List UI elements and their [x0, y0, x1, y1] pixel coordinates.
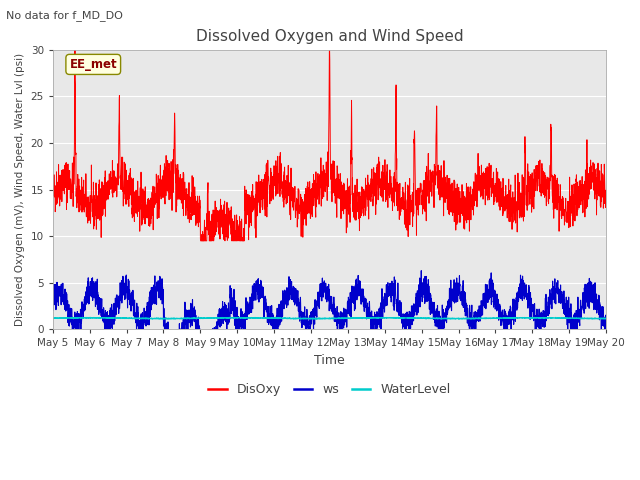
Title: Dissolved Oxygen and Wind Speed: Dissolved Oxygen and Wind Speed	[196, 29, 463, 44]
ws	[417, 268, 425, 274]
WaterLevel	[592, 316, 600, 322]
Text: EE_met: EE_met	[69, 58, 117, 71]
WaterLevel	[261, 315, 269, 321]
DisOxy	[49, 186, 57, 192]
Line: DisOxy: DisOxy	[53, 50, 606, 241]
ws	[112, 312, 120, 318]
DisOxy	[145, 198, 153, 204]
WaterLevel	[455, 316, 463, 322]
WaterLevel	[112, 315, 120, 321]
DisOxy	[602, 193, 610, 199]
Legend: DisOxy, ws, WaterLevel: DisOxy, ws, WaterLevel	[204, 378, 456, 401]
WaterLevel	[145, 316, 152, 322]
WaterLevel	[532, 315, 540, 321]
ws	[261, 293, 269, 299]
ws	[164, 340, 172, 346]
WaterLevel	[49, 315, 57, 321]
ws	[602, 327, 610, 333]
Line: ws: ws	[53, 271, 606, 343]
ws	[592, 296, 600, 302]
ws	[145, 303, 152, 309]
ws	[49, 308, 57, 313]
Line: WaterLevel: WaterLevel	[53, 317, 606, 319]
DisOxy	[285, 182, 293, 188]
WaterLevel	[602, 315, 610, 321]
X-axis label: Time: Time	[314, 354, 345, 367]
DisOxy	[196, 238, 204, 244]
ws	[285, 297, 293, 303]
DisOxy	[112, 184, 120, 190]
Text: No data for f_MD_DO: No data for f_MD_DO	[6, 10, 124, 21]
ws	[532, 317, 540, 323]
DisOxy	[71, 47, 79, 53]
DisOxy	[262, 195, 269, 201]
WaterLevel	[285, 315, 293, 321]
WaterLevel	[213, 314, 221, 320]
DisOxy	[592, 171, 600, 177]
DisOxy	[532, 163, 540, 168]
Y-axis label: Dissolved Oxygen (mV), Wind Speed, Water Lvl (psi): Dissolved Oxygen (mV), Wind Speed, Water…	[15, 53, 25, 326]
